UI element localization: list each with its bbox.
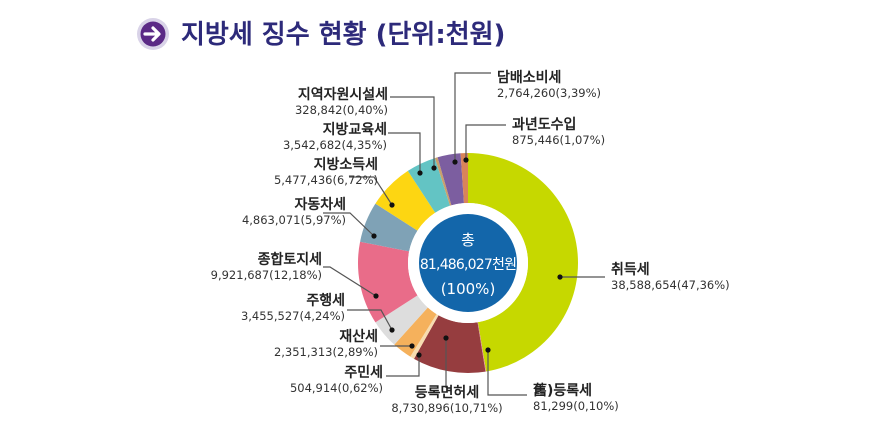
slice-label: 취득세 38,588,654(47,36%) — [611, 263, 730, 293]
slice-label: 지방소득세 5,477,436(6,72%) — [230, 158, 378, 188]
leader-dot-10 — [431, 165, 437, 171]
slice-0 — [468, 153, 578, 372]
slice-label: 주민세 504,914(0,62%) — [260, 366, 383, 396]
leader-line-5 — [347, 309, 393, 331]
arrow-right-circle-icon — [137, 18, 169, 50]
slice-name: 지역자원시설세 — [297, 87, 388, 103]
slice-value: 328,842(0,40%) — [294, 103, 388, 117]
slice-label: 지역자원시설세 328,842(0,40%) — [250, 88, 388, 118]
slice-label: 자동차세 4,863,071(5,97%) — [200, 198, 346, 228]
leader-dot-8 — [389, 202, 395, 208]
slice-value: 8,730,896(10,71%) — [391, 401, 503, 415]
slice-label: 舊)등록세 81,299(0,10%) — [533, 384, 619, 414]
leader-dot-9 — [417, 170, 423, 176]
slice-2 — [413, 315, 486, 373]
slice-name: 지방소득세 — [313, 157, 378, 173]
slice-label: 주행세 3,455,527(4,24%) — [230, 294, 345, 324]
slice-name: 과년도수입 — [512, 117, 577, 133]
center-circle — [419, 214, 517, 312]
slice-name: 舊)등록세 — [533, 383, 593, 399]
leader-line-11 — [454, 72, 491, 162]
slice-value: 504,914(0,62%) — [289, 381, 383, 395]
slice-6 — [358, 241, 418, 323]
slice-value: 2,764,260(3,39%) — [497, 86, 602, 100]
slice-value: 3,542,682(4,35%) — [282, 138, 387, 152]
slice-name: 주민세 — [344, 365, 383, 381]
slice-value: 3,455,527(4,24%) — [240, 309, 345, 323]
slice-value: 875,446(1,07%) — [512, 133, 606, 147]
center-total: 81,486,027천원 — [419, 257, 517, 273]
slice-label: 담배소비세 2,764,260(3,39%) — [497, 71, 601, 101]
slice-name: 자동차세 — [294, 197, 346, 213]
slice-7 — [360, 203, 418, 252]
slice-label: 등록면허세 8,730,896(10,71%) — [387, 386, 507, 416]
slice-3 — [410, 314, 439, 359]
slice-5 — [375, 295, 428, 345]
leader-dot-1 — [485, 347, 491, 353]
slice-value: 38,588,654(47,36%) — [611, 278, 730, 292]
center-percent: (100%) — [440, 280, 496, 298]
leader-dot-12 — [463, 157, 469, 163]
slice-value: 9,921,687(12,18%) — [210, 268, 322, 282]
leader-line-1 — [487, 350, 527, 396]
leader-dot-7 — [371, 233, 377, 239]
slice-12 — [460, 153, 468, 204]
leader-line-8 — [349, 176, 393, 206]
slice-10 — [434, 157, 452, 206]
leader-line-12 — [465, 124, 506, 160]
leader-dot-6 — [373, 293, 379, 299]
slice-name: 종합토지세 — [257, 252, 322, 268]
slice-name: 지방교육세 — [322, 122, 387, 138]
slice-name: 등록면허세 — [414, 385, 480, 401]
slice-label: 재산세 2,351,313(2,89%) — [260, 330, 378, 360]
slice-4 — [394, 307, 437, 357]
slice-value: 81,299(0,10%) — [533, 399, 619, 413]
slice-value: 4,863,071(5,97%) — [241, 213, 346, 227]
leader-line-3 — [386, 355, 420, 377]
leader-dot-5 — [389, 327, 395, 333]
slice-1 — [477, 322, 487, 372]
leader-line-10 — [390, 96, 435, 168]
center-label: 총 — [461, 231, 475, 249]
slice-label: 지방교육세 3,542,682(4,35%) — [250, 123, 387, 153]
slice-11 — [437, 153, 464, 206]
leader-dot-4 — [409, 343, 415, 349]
leader-dot-2 — [443, 335, 449, 341]
slice-label: 과년도수입 875,446(1,07%) — [512, 118, 605, 148]
slice-value: 5,477,436(6,72%) — [273, 173, 378, 187]
slice-name: 재산세 — [339, 329, 378, 345]
slice-name: 취득세 — [611, 262, 650, 278]
slice-name: 주행세 — [306, 293, 345, 309]
leader-line-9 — [388, 132, 421, 173]
slice-name: 담배소비세 — [497, 70, 562, 86]
leader-line-7 — [323, 212, 375, 237]
chart-title: 지방세 징수 현황 (단위:천원) — [181, 20, 506, 50]
leader-dot-3 — [416, 352, 422, 358]
slice-value: 2,351,313(2,89%) — [273, 345, 378, 359]
leader-dot-0 — [557, 274, 563, 280]
leader-dot-11 — [452, 159, 458, 165]
slice-label: 종합토지세 9,921,687(12,18%) — [200, 253, 322, 283]
leader-line-6 — [323, 266, 377, 297]
slice-8 — [375, 170, 436, 231]
